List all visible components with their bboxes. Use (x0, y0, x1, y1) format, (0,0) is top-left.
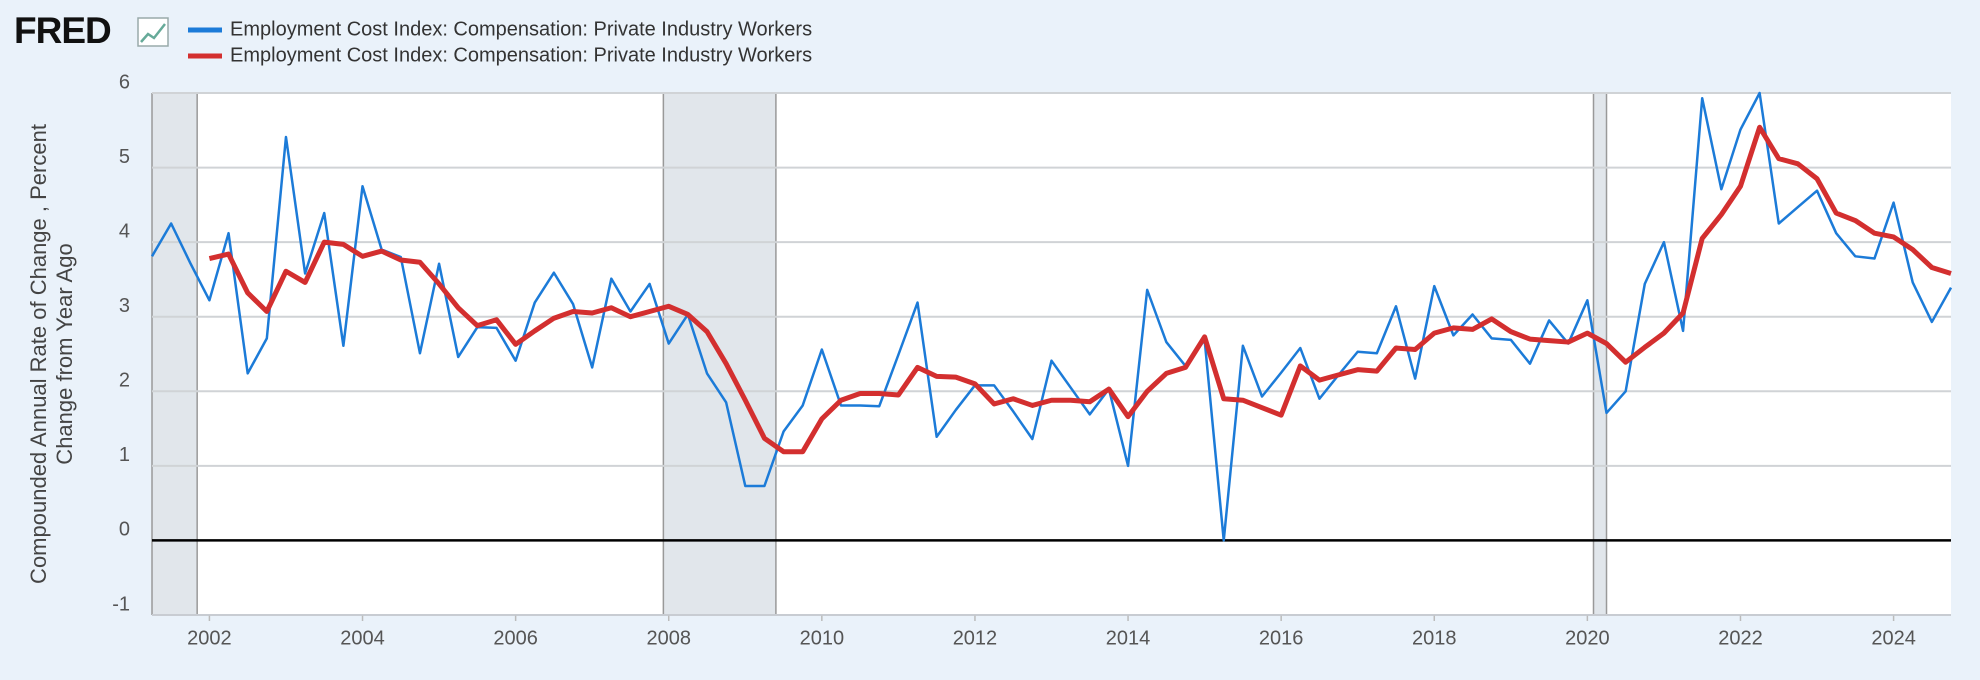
y-axis-label: Compounded Annual Rate of Change , Perce… (26, 124, 77, 584)
x-tick-label: 2006 (493, 627, 538, 649)
legend-label: Employment Cost Index: Compensation: Pri… (230, 18, 812, 40)
y-tick-label: 0 (119, 519, 130, 541)
logo-icon (137, 17, 169, 47)
x-tick-label: 2024 (1871, 627, 1916, 649)
y-tick-label: 3 (119, 295, 130, 317)
x-tick-label: 2018 (1412, 627, 1457, 649)
x-tick-label: 2002 (187, 627, 232, 649)
x-tick-label: 2012 (953, 627, 998, 649)
logo-icon-line (140, 23, 166, 43)
x-tick-label: 2004 (340, 627, 385, 649)
logo: FRED (14, 10, 111, 51)
x-tick-label: 2016 (1259, 627, 1304, 649)
x-tick-label: 2010 (800, 627, 845, 649)
y-tick-label: 1 (119, 444, 130, 466)
y-tick-label: 5 (119, 146, 130, 168)
legend-label: Employment Cost Index: Compensation: Pri… (230, 44, 812, 66)
y-tick-label: 2 (119, 370, 130, 392)
y-tick-label: 4 (119, 220, 130, 242)
y-tick-label: -1 (112, 593, 130, 615)
recession-shade (1593, 93, 1607, 615)
x-tick-label: 2008 (646, 627, 691, 649)
recession-shade (152, 93, 198, 615)
x-tick-label: 2014 (1106, 627, 1151, 649)
y-axis-label-line: Compounded Annual Rate of Change , Perce… (26, 124, 51, 584)
x-tick-label: 2020 (1565, 627, 1610, 649)
x-tick-label: 2022 (1718, 627, 1763, 649)
series-line (150, 91, 1953, 542)
plot-area (152, 93, 1951, 615)
y-axis-label-line: Change from Year Ago (52, 243, 77, 464)
y-tick-label: 6 (119, 71, 130, 93)
series-line (208, 124, 1952, 455)
